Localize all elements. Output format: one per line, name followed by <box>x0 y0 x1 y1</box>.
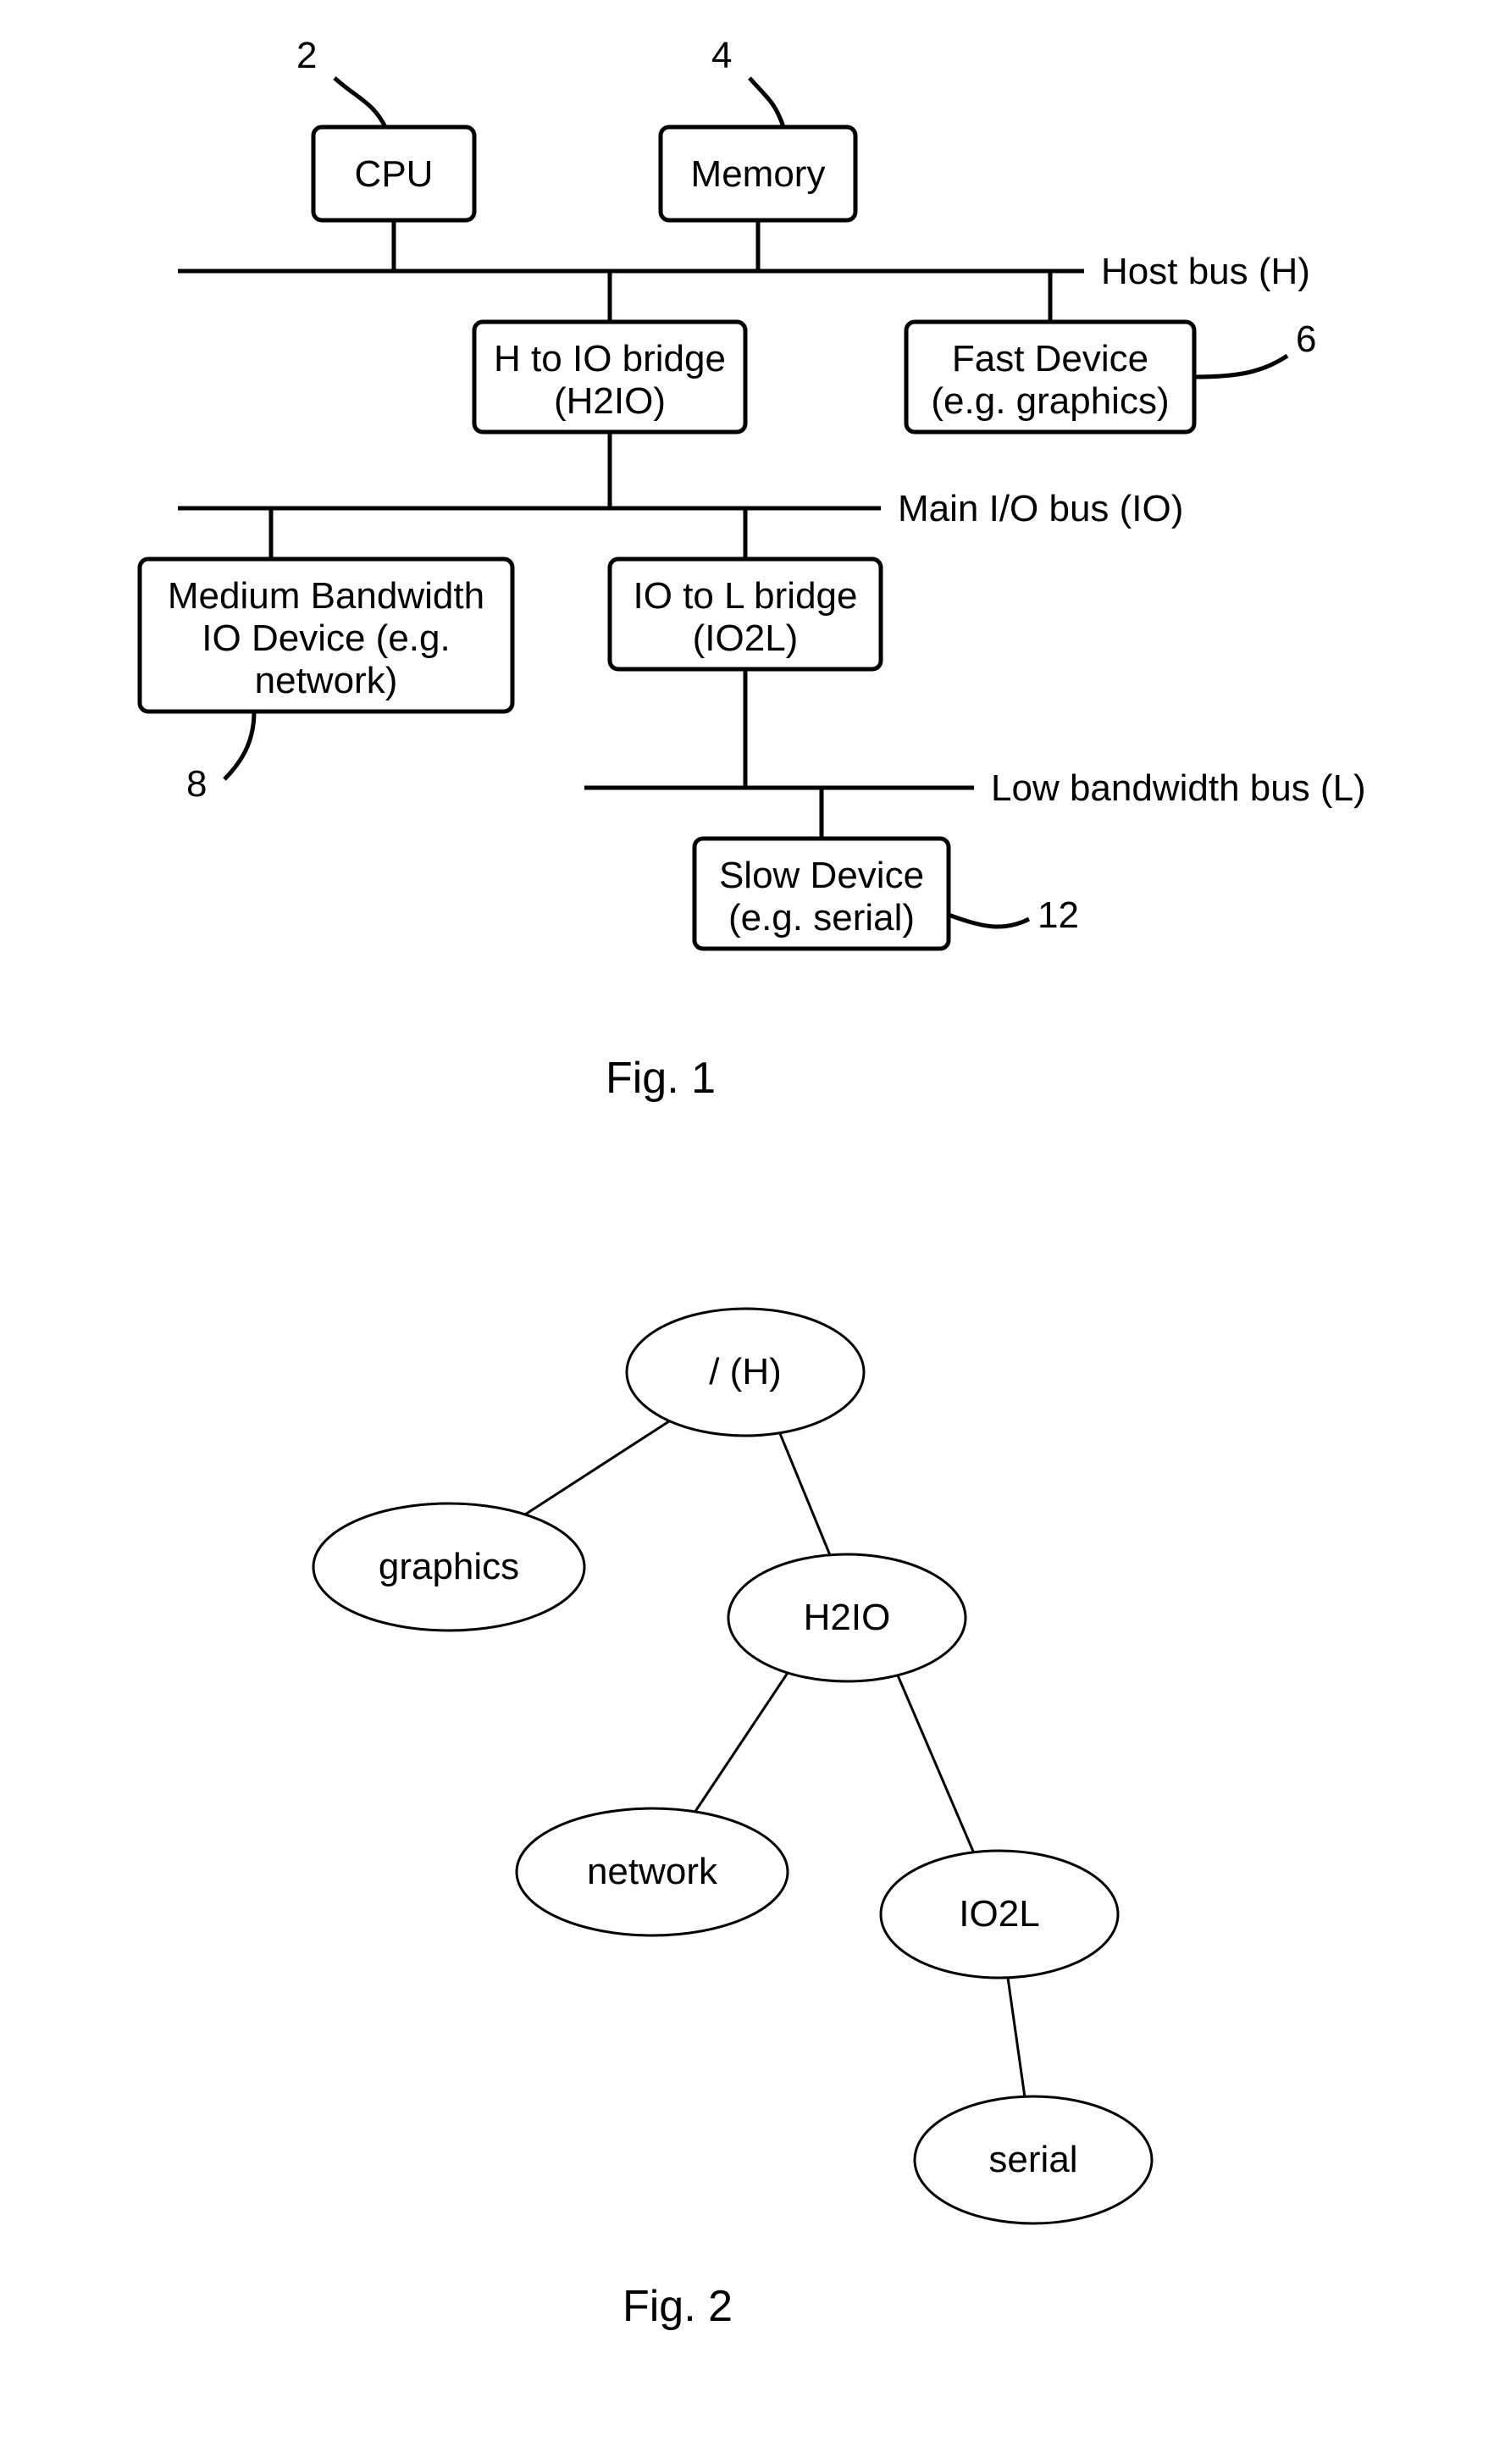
callout-num-2: 2 <box>296 35 317 76</box>
box-label-io2l-0: IO to L bridge <box>634 575 858 617</box>
box-label-fast-0: Fast Device <box>952 338 1148 379</box>
callout-lead-4 <box>750 78 783 127</box>
box-label-slow-1: (e.g. serial) <box>728 897 915 939</box>
callout-num-4: 4 <box>711 35 732 76</box>
bus-label-host: Host bus (H) <box>1101 251 1310 292</box>
bus-label-main: Main I/O bus (IO) <box>898 488 1183 529</box>
node-label-network: network <box>587 1851 718 1892</box>
callout-num-8: 8 <box>186 763 207 805</box>
callout-lead-2 <box>335 78 385 127</box>
box-label-slow-0: Slow Device <box>719 855 924 896</box>
bus-label-low: Low bandwidth bus (L) <box>991 767 1366 809</box>
box-label-io2l-1: (IO2L) <box>693 617 799 659</box>
box-label-medium-1: IO Device (e.g. <box>202 617 450 659</box>
fig2-caption: Fig. 2 <box>622 2282 733 2331</box>
box-label-medium-0: Medium Bandwidth <box>168 575 484 617</box>
node-label-serial: serial <box>988 2139 1077 2180</box>
node-label-io2l: IO2L <box>959 1893 1039 1935</box>
box-label-cpu-0: CPU <box>355 153 434 195</box>
callout-num-12: 12 <box>1038 894 1079 936</box>
node-label-root: / (H) <box>709 1351 782 1393</box>
edge-io2l-serial <box>1008 1978 1025 2097</box>
box-label-medium-2: network) <box>255 660 398 701</box>
callout-num-6: 6 <box>1296 318 1316 360</box>
node-label-graphics: graphics <box>379 1546 519 1587</box>
node-label-h2io: H2IO <box>804 1597 891 1638</box>
callout-lead-12 <box>949 915 1029 927</box>
box-label-h2io-1: (H2IO) <box>554 380 666 422</box>
box-label-fast-1: (e.g. graphics) <box>931 380 1169 422</box>
edge-root-h2io <box>779 1431 830 1555</box>
box-label-memory-0: Memory <box>691 153 826 195</box>
edge-root-graphics <box>525 1421 669 1514</box>
box-label-h2io-0: H to IO bridge <box>494 338 726 379</box>
edge-h2io-io2l <box>898 1675 974 1853</box>
callout-lead-8 <box>224 712 254 779</box>
edge-h2io-network <box>694 1673 788 1813</box>
fig1-caption: Fig. 1 <box>606 1054 716 1103</box>
callout-lead-6 <box>1194 356 1287 377</box>
